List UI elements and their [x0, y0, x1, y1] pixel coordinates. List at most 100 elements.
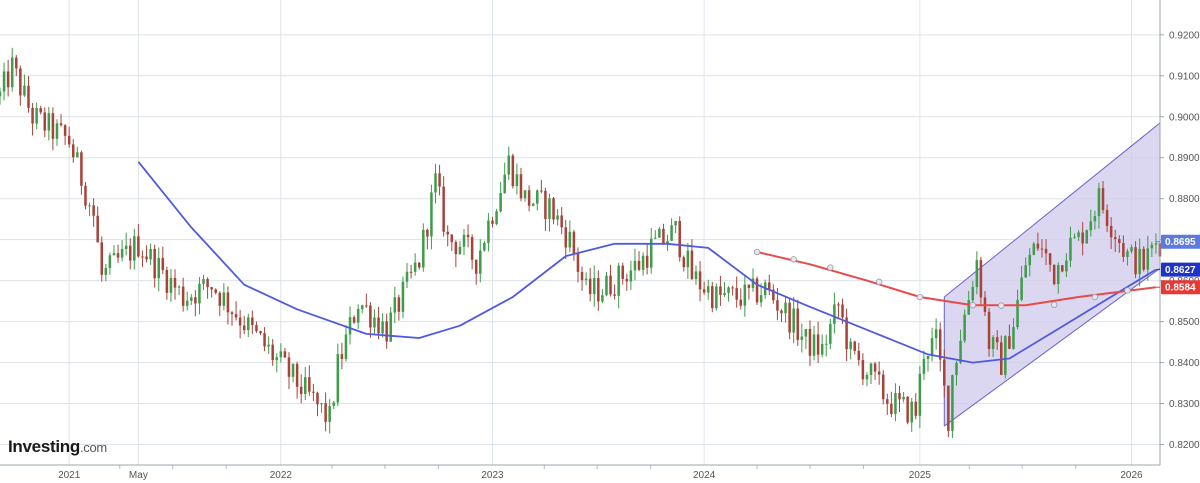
candle	[19, 65, 22, 106]
candle	[259, 330, 262, 335]
candle-body-down	[271, 344, 274, 361]
candle-body-down	[877, 371, 881, 375]
candle-body-up	[849, 341, 852, 350]
candle	[796, 299, 800, 346]
candle-body-up	[833, 304, 836, 324]
candle-body-down	[385, 321, 388, 342]
candle	[829, 318, 832, 350]
candle-body-up	[1069, 237, 1072, 261]
candle	[804, 328, 808, 350]
candle	[812, 325, 816, 361]
candle-body-down	[84, 185, 87, 206]
candle	[991, 334, 995, 357]
candle-body-up	[177, 286, 181, 288]
candle-body-up	[23, 85, 26, 96]
candle	[238, 309, 242, 339]
candle	[491, 216, 494, 228]
candle	[137, 224, 140, 258]
candle-body-down	[238, 317, 242, 326]
candle-body-down	[906, 396, 909, 423]
candle-body-up	[112, 253, 116, 256]
candle-body-up	[1097, 188, 1101, 217]
candle-body-up	[133, 236, 136, 261]
candle-body-up	[641, 255, 645, 270]
candle-body-down	[137, 236, 140, 257]
candle	[1004, 335, 1007, 379]
x-tick-label: 2023	[481, 470, 504, 481]
investing-logo: Investing.com	[8, 437, 107, 457]
candle-body-down	[92, 205, 95, 216]
candle-body-down	[1061, 265, 1064, 272]
candle-body-down	[15, 57, 18, 69]
candle	[800, 323, 804, 353]
candle	[515, 163, 519, 195]
candle-body-up	[479, 250, 482, 274]
candle-body-down	[1081, 232, 1084, 244]
candle-body-up	[743, 284, 747, 306]
candle	[1109, 217, 1113, 249]
candle-body-down	[682, 257, 686, 268]
candle-body-up	[715, 286, 718, 309]
candle	[1048, 252, 1052, 272]
candle	[1113, 229, 1117, 252]
candle-body-up	[918, 373, 922, 416]
candle-body-down	[51, 113, 55, 139]
candle	[76, 146, 79, 158]
candle-body-up	[507, 155, 511, 175]
candle-body-up	[1138, 248, 1141, 275]
candle	[1146, 235, 1150, 281]
candle-body-up	[751, 278, 755, 288]
candle	[898, 385, 901, 412]
candle	[35, 102, 38, 130]
candle	[462, 229, 466, 255]
candle	[263, 327, 266, 352]
candle-body-up	[784, 302, 787, 314]
candle-body-up	[267, 344, 270, 347]
candle	[47, 107, 51, 141]
candle	[23, 74, 26, 97]
candle-body-down	[816, 334, 820, 355]
candle-body-up	[1056, 265, 1060, 285]
candle	[670, 218, 673, 241]
candle	[971, 280, 975, 304]
candle-body-down	[544, 190, 547, 219]
candle	[955, 361, 958, 386]
candle-body-up	[35, 108, 38, 124]
candle-body-down	[377, 317, 380, 334]
candle	[511, 153, 515, 189]
candle	[747, 284, 751, 300]
candle-body-up	[894, 393, 897, 415]
candle	[601, 289, 604, 304]
logo-name: Investing	[8, 437, 80, 456]
candle	[584, 272, 588, 286]
candle-body-up	[706, 286, 710, 293]
candle	[116, 244, 120, 263]
candle	[1061, 264, 1064, 273]
price-label-badge	[1161, 234, 1200, 249]
candle-body-down	[519, 174, 523, 199]
candle-body-up	[483, 242, 486, 251]
candle-body-up	[820, 343, 824, 355]
candle	[877, 361, 881, 385]
candle	[629, 260, 633, 291]
candle	[706, 279, 710, 300]
candle-body-up	[975, 260, 979, 288]
candle	[938, 322, 942, 372]
candle	[328, 399, 331, 434]
candle-body-up	[605, 275, 608, 296]
candle-body-down	[1122, 243, 1125, 257]
candle	[80, 150, 83, 195]
candle	[633, 248, 637, 281]
candle-body-up	[462, 234, 466, 247]
candle-body-up	[499, 193, 502, 212]
candle	[190, 294, 193, 306]
candle	[59, 114, 63, 127]
candle	[715, 283, 718, 311]
candle-body-up	[328, 406, 331, 422]
candle-body-up	[723, 292, 726, 295]
candle	[206, 277, 209, 299]
candle-body-down	[409, 271, 413, 273]
candle	[743, 275, 747, 317]
candle-body-up	[971, 287, 975, 301]
candle-body-up	[792, 308, 795, 333]
